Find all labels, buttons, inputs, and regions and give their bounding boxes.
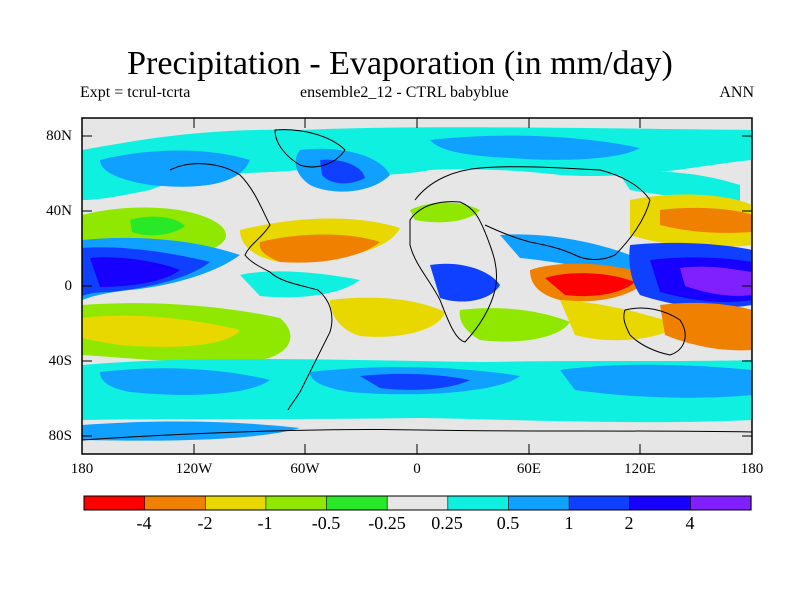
lat-label-80s: 80S	[48, 428, 72, 444]
blue-north-pacific	[100, 150, 250, 187]
eurasia-coast	[414, 166, 651, 260]
coastlines	[82, 129, 752, 441]
deep-blue-north-atlantic	[320, 159, 365, 184]
colorbar-swatch	[447, 495, 510, 511]
colorbar-swatch	[568, 495, 631, 511]
colorbar-swatch	[508, 495, 570, 511]
colorbar-label: -1	[257, 513, 273, 533]
lon-label-180e: 180	[740, 461, 764, 477]
colorbar-swatch	[83, 495, 146, 511]
colorbar-label: 4	[685, 513, 695, 533]
antarctica-coast	[82, 428, 752, 441]
colorbar-swatch	[629, 495, 691, 511]
colorbar-frame	[83, 495, 752, 511]
greenland-coast	[274, 129, 346, 168]
colorbar-swatch	[144, 495, 206, 511]
south-america-coast	[269, 271, 333, 411]
lime-south-indian	[459, 308, 570, 342]
experiment-label: Expt = tcrul-tcrta	[80, 84, 191, 101]
north-america-coast	[169, 163, 271, 273]
yellow-south-pacific	[82, 315, 240, 347]
orange-southwest-pacific	[660, 302, 752, 351]
colorbar-swatch	[326, 495, 388, 511]
lat-ticks	[82, 135, 752, 437]
lon-label-180w: 180	[70, 461, 94, 477]
blue-south-indian-storm-track	[560, 364, 752, 398]
ensemble-label: ensemble2_12 - CTRL babyblue	[300, 84, 509, 101]
lat-label-40s: 40S	[48, 353, 72, 369]
map-title: Precipitation - Evaporation (in mm/day)	[127, 45, 673, 82]
lon-label-120w: 120W	[175, 461, 213, 477]
lime-mediterranean	[410, 202, 480, 223]
colorbar-label: 1	[564, 513, 574, 533]
colorbar-label: -0.25	[368, 513, 406, 533]
deep-blue-south-atlantic-storm-track	[360, 373, 470, 390]
map-field	[82, 118, 752, 454]
lon-label-60w: 60W	[290, 461, 320, 477]
cyan-equatorial-atlantic	[240, 271, 360, 298]
colorbar-swatch	[265, 495, 328, 511]
blue-arctic-siberia	[430, 135, 640, 160]
colorbar-label: 0.25	[431, 513, 463, 533]
lon-ticks	[193, 118, 641, 454]
lon-label-0: 0	[413, 461, 421, 477]
blue-south-pacific-storm-track	[100, 368, 270, 395]
colorbar-label: 2	[624, 513, 634, 533]
lon-label-60e: 60E	[516, 461, 542, 477]
blue-antarctic-pacific	[82, 421, 300, 441]
lat-label-40n: 40N	[46, 203, 72, 219]
colorbar-label: 0.5	[496, 513, 520, 533]
green-northeast-pacific	[130, 216, 185, 236]
yellow-south-atlantic	[330, 297, 445, 337]
colorbar-label: -0.5	[311, 513, 341, 533]
colorbar-label: -4	[136, 513, 152, 533]
orange-caribbean	[259, 234, 380, 263]
lat-label-80n: 80N	[46, 128, 72, 144]
blue-central-africa	[430, 263, 500, 302]
colorbar-swatch	[204, 495, 267, 511]
lon-label-120e: 120E	[624, 461, 656, 477]
colorbar-swatch	[386, 495, 449, 511]
australia-coast	[623, 307, 686, 356]
purple-west-pacific	[680, 266, 752, 296]
lat-label-0: 0	[64, 278, 73, 294]
season-label: ANN	[719, 84, 754, 101]
colorbar-swatch	[690, 495, 752, 511]
orange-northwest-pacific	[660, 207, 752, 233]
colorbar	[83, 495, 752, 511]
yellow-south-indian-east	[560, 300, 680, 341]
colorbar-label: -2	[197, 513, 213, 533]
indigo-equatorial-pacific	[90, 257, 180, 287]
africa-coast	[409, 201, 498, 343]
red-maritime-continent	[545, 273, 635, 297]
